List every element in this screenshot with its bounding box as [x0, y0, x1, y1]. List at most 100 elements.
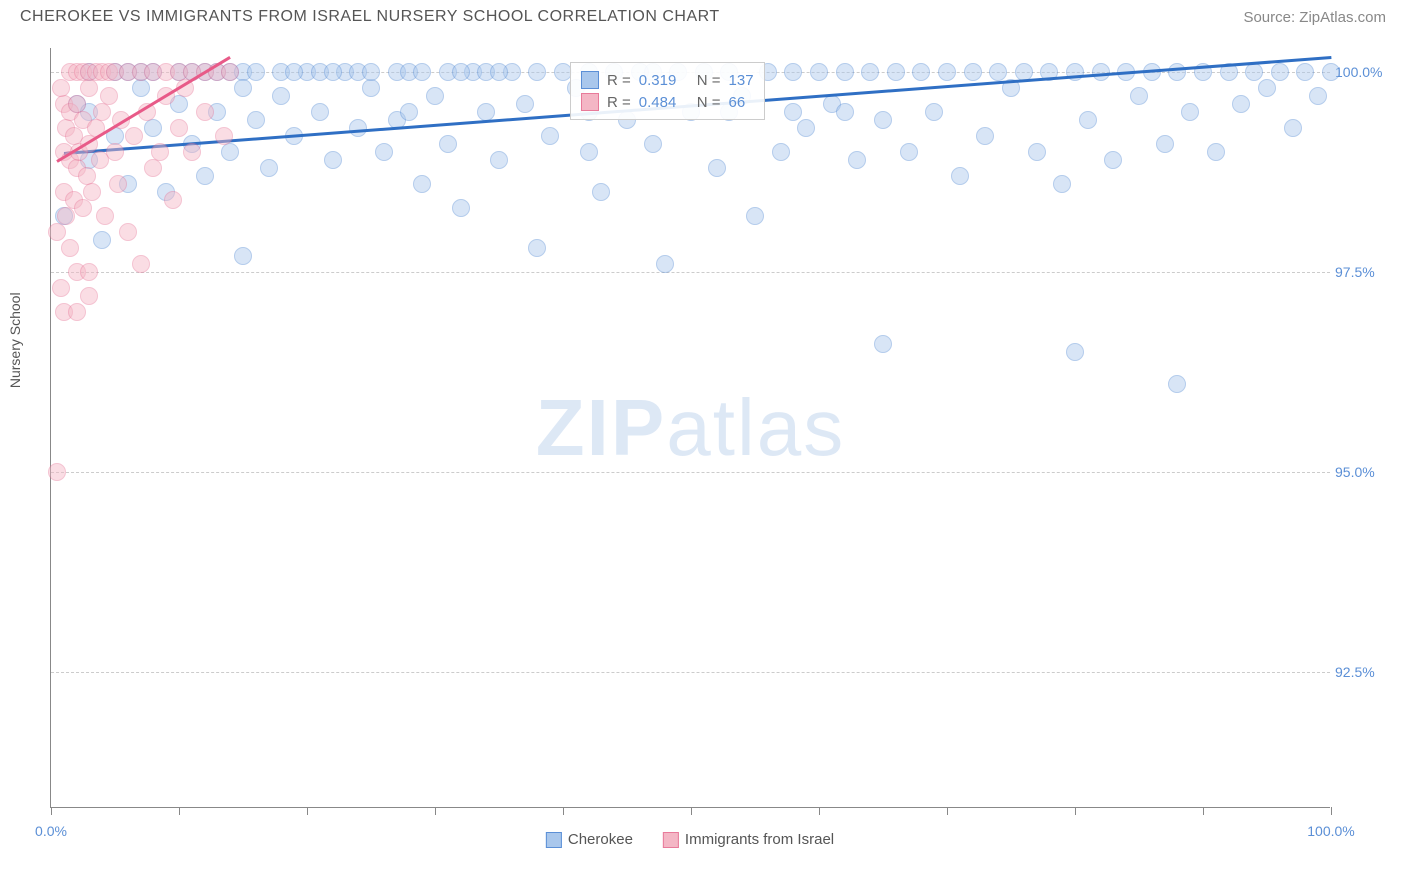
data-point	[96, 207, 114, 225]
data-point	[426, 87, 444, 105]
data-point	[1104, 151, 1122, 169]
ytick-label: 100.0%	[1335, 64, 1390, 80]
data-point	[221, 63, 239, 81]
data-point	[887, 63, 905, 81]
data-point	[541, 127, 559, 145]
data-point	[93, 231, 111, 249]
stats-swatch	[581, 71, 599, 89]
data-point	[247, 63, 265, 81]
data-point	[874, 111, 892, 129]
xtick	[691, 807, 692, 815]
data-point	[144, 159, 162, 177]
ytick-label: 97.5%	[1335, 264, 1390, 280]
data-point	[874, 335, 892, 353]
data-point	[989, 63, 1007, 81]
source-label: Source: ZipAtlas.com	[1243, 9, 1386, 26]
ytick-label: 92.5%	[1335, 664, 1390, 680]
data-point	[772, 143, 790, 161]
data-point	[132, 79, 150, 97]
data-point	[375, 143, 393, 161]
data-point	[797, 119, 815, 137]
xtick	[947, 807, 948, 815]
data-point	[1322, 63, 1340, 81]
data-point	[221, 143, 239, 161]
legend-swatch-cherokee	[546, 832, 562, 848]
xtick-label: 0.0%	[35, 823, 67, 839]
data-point	[1168, 63, 1186, 81]
data-point	[362, 63, 380, 81]
data-point	[125, 127, 143, 145]
xtick	[1075, 807, 1076, 815]
data-point	[708, 159, 726, 177]
legend-label-israel: Immigrants from Israel	[685, 831, 834, 848]
data-point	[164, 191, 182, 209]
data-point	[1053, 175, 1071, 193]
gridline	[51, 472, 1330, 473]
data-point	[1232, 95, 1250, 113]
data-point	[810, 63, 828, 81]
data-point	[74, 199, 92, 217]
xtick	[51, 807, 52, 815]
data-point	[196, 103, 214, 121]
data-point	[1028, 143, 1046, 161]
legend-label-cherokee: Cherokee	[568, 831, 633, 848]
data-point	[234, 79, 252, 97]
data-point	[592, 183, 610, 201]
data-point	[1296, 63, 1314, 81]
data-point	[57, 207, 75, 225]
data-point	[516, 95, 534, 113]
data-point	[132, 255, 150, 273]
data-point	[48, 463, 66, 481]
data-point	[324, 63, 342, 81]
data-point	[349, 119, 367, 137]
stats-swatch	[581, 93, 599, 111]
xtick	[435, 807, 436, 815]
data-point	[52, 79, 70, 97]
data-point	[80, 79, 98, 97]
data-point	[68, 303, 86, 321]
data-point	[61, 239, 79, 257]
data-point	[439, 135, 457, 153]
stats-row: R =0.484N =66	[581, 91, 754, 113]
data-point	[784, 63, 802, 81]
data-point	[528, 239, 546, 257]
data-point	[900, 143, 918, 161]
data-point	[976, 127, 994, 145]
data-point	[413, 63, 431, 81]
stats-row: R =0.319N =137	[581, 69, 754, 91]
data-point	[400, 103, 418, 121]
legend-item-israel: Immigrants from Israel	[663, 831, 834, 848]
stats-legend: R =0.319N =137R =0.484N =66	[570, 62, 765, 120]
data-point	[1181, 103, 1199, 121]
data-point	[196, 167, 214, 185]
data-point	[951, 167, 969, 185]
plot-area: ZIPatlas 92.5%95.0%97.5%100.0%0.0%100.0%	[50, 48, 1330, 808]
data-point	[144, 119, 162, 137]
xtick-label: 100.0%	[1307, 823, 1354, 839]
data-point	[48, 223, 66, 241]
data-point	[311, 103, 329, 121]
data-point	[848, 151, 866, 169]
y-axis-label: Nursery School	[7, 292, 23, 388]
data-point	[1156, 135, 1174, 153]
data-point	[528, 63, 546, 81]
data-point	[260, 159, 278, 177]
data-point	[452, 199, 470, 217]
chart-title: CHEROKEE VS IMMIGRANTS FROM ISRAEL NURSE…	[20, 8, 720, 26]
data-point	[861, 63, 879, 81]
data-point	[106, 143, 124, 161]
data-point	[170, 119, 188, 137]
data-point	[836, 103, 854, 121]
watermark: ZIPatlas	[536, 382, 845, 474]
data-point	[1271, 63, 1289, 81]
legend-swatch-israel	[663, 832, 679, 848]
data-point	[1079, 111, 1097, 129]
data-point	[784, 103, 802, 121]
bottom-legend: Cherokee Immigrants from Israel	[546, 831, 834, 848]
xtick	[1203, 807, 1204, 815]
chart-container: ZIPatlas 92.5%95.0%97.5%100.0%0.0%100.0%…	[50, 48, 1330, 808]
data-point	[477, 103, 495, 121]
data-point	[93, 103, 111, 121]
data-point	[938, 63, 956, 81]
ytick-label: 95.0%	[1335, 464, 1390, 480]
